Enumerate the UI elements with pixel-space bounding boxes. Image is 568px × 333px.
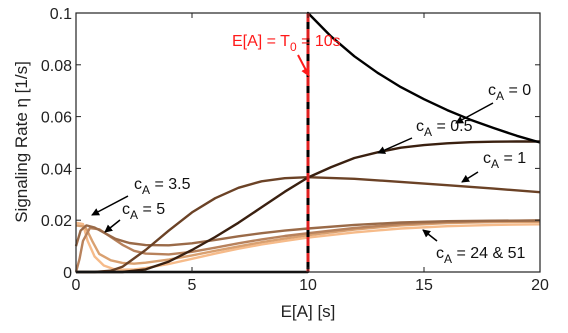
series-line-2 [76,175,541,274]
y-axis-label: Signaling Rate η [1/s] [12,61,31,223]
series-line-1 [76,140,540,274]
y-tick-label: 0.04 [41,161,72,178]
y-tick-label: 0.06 [41,110,72,127]
arrow-ca-1 [461,171,479,183]
x-tick-label: 15 [415,277,433,294]
x-tick-label: 0 [72,277,81,294]
label-ca-0: cA = 0 [488,82,531,103]
threshold-arrow [297,54,310,77]
label-ca-24-51: cA = 24 & 51 [436,245,526,266]
label-ca-05: cA = 0.5 [416,118,473,139]
y-tick-label: 0 [63,265,72,282]
label-ca-1: cA = 1 [483,150,526,171]
arrow-ca-05 [377,137,413,154]
x-axis-label: E[A] [s] [281,302,336,321]
x-tick-label: 10 [299,277,317,294]
y-tick-label: 0.02 [41,213,72,230]
threshold-annotation: E[A] = T0 = 10s [232,33,341,54]
series-line-5 [75,220,541,265]
series-line-6 [75,221,541,271]
y-tick-label: 0.1 [50,6,72,23]
x-tick-label: 5 [188,277,197,294]
arrow-ca-24-51 [422,229,438,242]
series-line-4 [74,219,541,273]
series-line-3 [74,219,541,247]
x-tick-label: 20 [531,277,549,294]
arrow-ca-35 [91,195,129,216]
arrow-ca-0 [455,102,494,124]
label-ca-35: cA = 3.5 [134,176,191,197]
y-tick-label: 0.08 [41,58,72,75]
axis-ticks: 0 5 10 15 20 0 0.02 0.04 0.06 0.08 0.1 [41,6,549,294]
label-ca-5: cA = 5 [122,201,165,222]
arrow-ca-5 [104,219,121,233]
